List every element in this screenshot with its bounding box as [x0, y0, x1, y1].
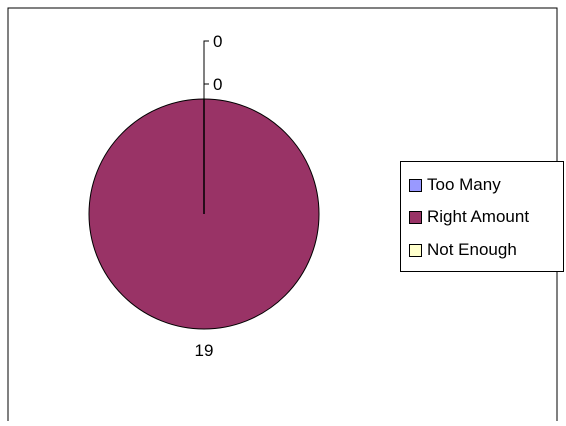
data-label-not-enough: 0: [213, 75, 222, 94]
data-labels: 0 0 19: [195, 32, 223, 360]
legend-label-right-amount: Right Amount: [427, 207, 530, 226]
legend-swatch-right-amount: [409, 210, 422, 224]
data-label-right-amount: 19: [195, 341, 214, 360]
legend-item-not-enough: Not Enough: [409, 239, 517, 261]
legend-label-too-many: Too Many: [427, 175, 501, 194]
leader-lines: [203, 40, 209, 99]
legend: Too Many Right Amount Not Enough: [400, 161, 564, 272]
legend-swatch-too-many: [409, 178, 422, 192]
legend-label-not-enough: Not Enough: [427, 240, 517, 259]
legend-item-right-amount: Right Amount: [409, 206, 529, 228]
legend-swatch-not-enough: [409, 243, 422, 257]
legend-item-too-many: Too Many: [409, 174, 501, 196]
leader-line-too-many: [203, 40, 209, 84]
pie-slices: [88, 98, 320, 330]
leader-line-not-enough: [203, 83, 209, 99]
data-label-too-many: 0: [213, 32, 222, 51]
